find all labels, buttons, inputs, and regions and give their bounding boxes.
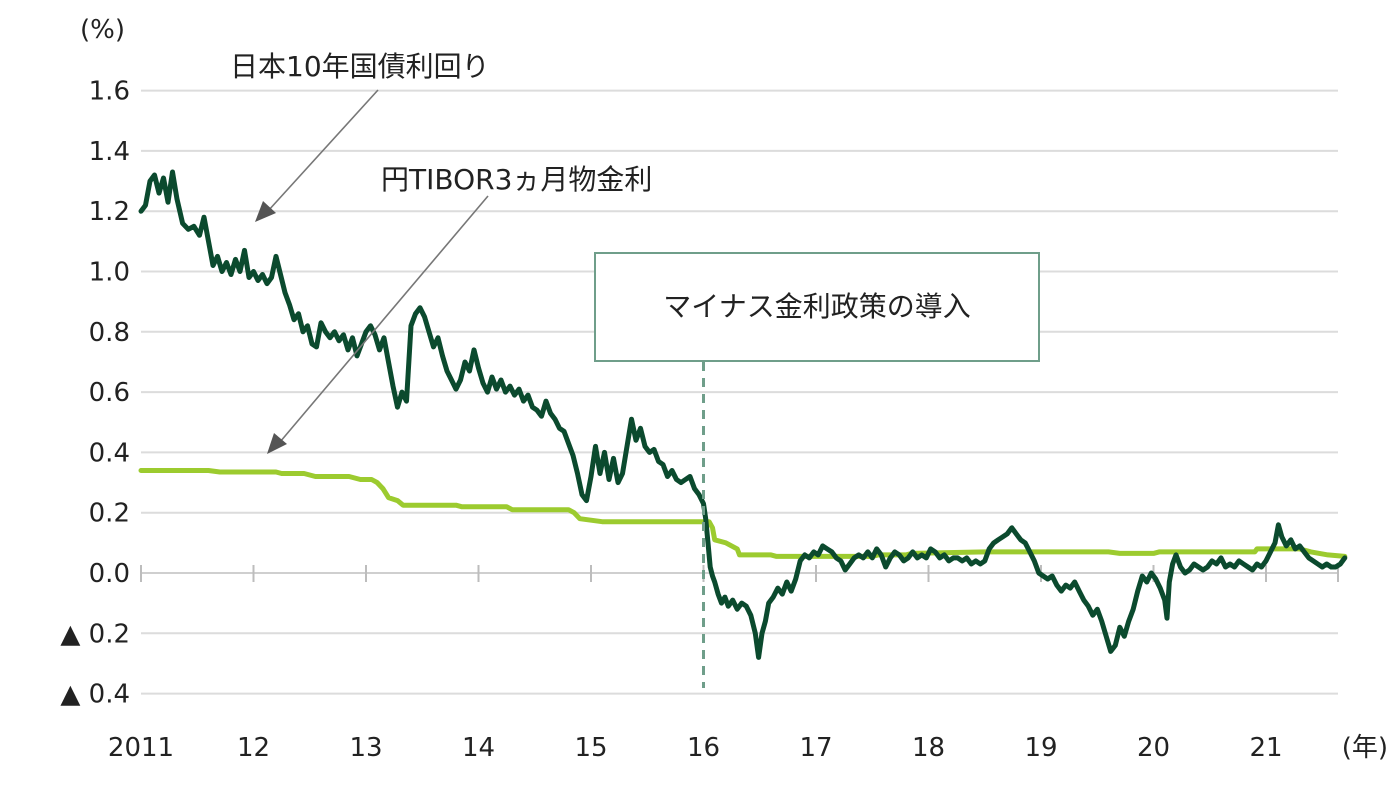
y-axis: 1.6 1.4 1.2 1.0 0.8 0.6 0.4 0.2 0.0 ▲ 0.2 ▲ 0.4 (%) (60, 15, 130, 710)
x-tick-label: 13 (349, 733, 382, 763)
series-layer (138, 169, 1348, 660)
y-tick-label: 1.2 (89, 197, 130, 227)
y-tick-label: 0.6 (89, 378, 130, 408)
x-tick-label: 19 (1024, 733, 1057, 763)
tibor-3m-rate-line (138, 468, 1348, 559)
y-tick-label: 0.2 (89, 499, 130, 529)
tibor-series-label: 円TIBOR3ヵ月物金利 (381, 163, 652, 196)
x-tick-label: 16 (687, 733, 720, 763)
y-unit-label: (%) (80, 15, 125, 45)
y-tick-label: 0.8 (89, 318, 130, 348)
tibor-arrow-head (267, 433, 287, 454)
x-tick-label: 20 (1137, 733, 1170, 763)
y-tick-label: 0.4 (89, 438, 130, 468)
y-tick-label: 0.0 (89, 559, 130, 589)
jgb-10y-yield-line (138, 169, 1348, 660)
tibor-arrow-line (279, 195, 489, 443)
x-tick-label: 15 (574, 733, 607, 763)
y-tick-label: ▲ 0.2 (60, 619, 130, 649)
jgb-series-label: 日本10年国債利回り (230, 50, 490, 83)
y-tick-label: 1.6 (89, 77, 130, 107)
x-tick-label: 18 (912, 733, 945, 763)
x-tick-label: 14 (462, 733, 495, 763)
x-tick-label: 17 (799, 733, 832, 763)
x-tick-label: 12 (237, 733, 270, 763)
x-tick-label: 2011 (108, 733, 174, 763)
y-tick-label: 1.0 (89, 258, 130, 288)
y-tick-label: 1.4 (89, 137, 130, 167)
x-axis: 2011 12 13 14 15 16 17 18 19 20 21 (年) (108, 565, 1388, 763)
policy-annotation-box (594, 252, 1040, 362)
x-tick-label: 21 (1249, 733, 1282, 763)
policy-annotation-label: マイナス金利政策の導入 (663, 290, 970, 323)
x-unit-label: (年) (1342, 733, 1388, 763)
jgb-arrow-head (255, 201, 276, 222)
y-tick-label: ▲ 0.4 (60, 680, 130, 710)
annotation-layer: マイナス金利政策の導入 日本10年国債利回り 円TIBOR3ヵ月物金利 (230, 50, 1040, 688)
jgb-arrow-line (267, 89, 379, 212)
